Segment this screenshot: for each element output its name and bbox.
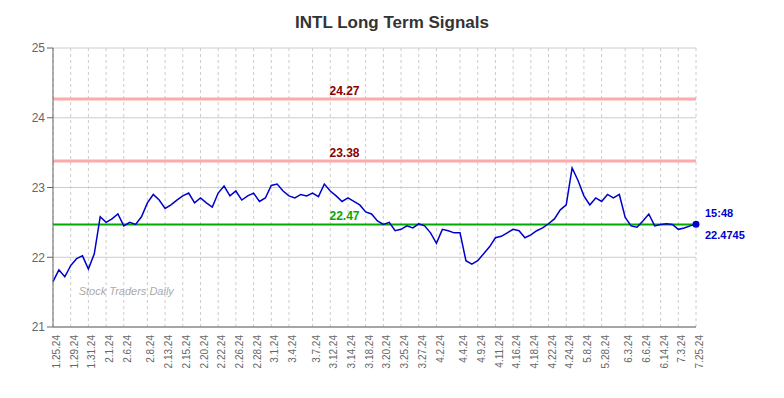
svg-text:22: 22 — [32, 251, 46, 265]
svg-text:24.27: 24.27 — [329, 84, 359, 98]
svg-text:6.3.24: 6.3.24 — [623, 335, 634, 363]
svg-text:22.4745: 22.4745 — [705, 229, 745, 241]
svg-text:3.4.24: 3.4.24 — [287, 335, 298, 363]
svg-text:5.28.24: 5.28.24 — [600, 335, 611, 369]
svg-text:1.29.24: 1.29.24 — [69, 335, 80, 369]
html-text:Stock Traders Daily: Stock Traders Daily — [78, 285, 174, 297]
svg-text:3.25.24: 3.25.24 — [399, 335, 410, 369]
svg-text:21: 21 — [32, 320, 46, 334]
svg-text:3.18.24: 3.18.24 — [364, 335, 375, 369]
svg-text:15:48: 15:48 — [705, 207, 733, 219]
svg-text:4.24.24: 4.24.24 — [564, 335, 575, 369]
svg-text:3.7.24: 3.7.24 — [311, 335, 322, 363]
svg-text:2.15.24: 2.15.24 — [181, 335, 192, 369]
svg-text:4.11.24: 4.11.24 — [494, 335, 505, 368]
svg-text:4.2.24: 4.2.24 — [435, 335, 446, 363]
svg-text:1.31.24: 1.31.24 — [86, 335, 97, 369]
svg-text:2.6.24: 2.6.24 — [122, 335, 133, 363]
svg-text:3.27.24: 3.27.24 — [417, 335, 428, 369]
svg-text:2.28.24: 2.28.24 — [252, 335, 263, 369]
html-text:INTL Long Term Signals: INTL Long Term Signals — [295, 13, 489, 32]
svg-text:1.25.24: 1.25.24 — [51, 335, 62, 369]
svg-text:22.47: 22.47 — [329, 209, 359, 223]
svg-text:2.26.24: 2.26.24 — [234, 335, 245, 369]
svg-text:6.14.24: 6.14.24 — [659, 335, 670, 369]
svg-text:3.12.24: 3.12.24 — [328, 335, 339, 369]
svg-text:4.4.24: 4.4.24 — [458, 335, 469, 363]
svg-text:2.22.24: 2.22.24 — [216, 335, 227, 369]
svg-text:4.22.24: 4.22.24 — [547, 335, 558, 369]
svg-text:7.3.24: 7.3.24 — [676, 335, 687, 363]
svg-text:4.16.24: 4.16.24 — [511, 335, 522, 369]
svg-text:2.8.24: 2.8.24 — [145, 335, 156, 363]
svg-text:23.38: 23.38 — [329, 146, 359, 160]
svg-text:2.1.24: 2.1.24 — [104, 335, 115, 363]
svg-text:4.9.24: 4.9.24 — [476, 335, 487, 363]
svg-text:2.13.24: 2.13.24 — [163, 335, 174, 369]
svg-text:3.20.24: 3.20.24 — [381, 335, 392, 369]
svg-text:25: 25 — [32, 41, 46, 55]
svg-text:2.20.24: 2.20.24 — [199, 335, 210, 369]
svg-text:5.8.24: 5.8.24 — [582, 335, 593, 363]
svg-text:6.6.24: 6.6.24 — [641, 335, 652, 363]
svg-text:4.18.24: 4.18.24 — [529, 335, 540, 369]
svg-text:7.25.24: 7.25.24 — [694, 335, 705, 369]
svg-text:3.1.24: 3.1.24 — [269, 335, 280, 363]
svg-text:24: 24 — [32, 111, 46, 125]
svg-text:3.14.24: 3.14.24 — [346, 335, 357, 369]
svg-text:23: 23 — [32, 181, 46, 195]
